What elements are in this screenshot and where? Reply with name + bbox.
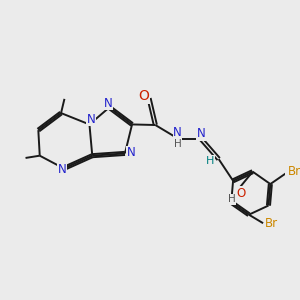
Text: O: O	[237, 187, 246, 200]
Text: N: N	[173, 127, 182, 140]
Text: N: N	[127, 146, 136, 159]
Text: N: N	[103, 97, 112, 110]
Text: H: H	[228, 194, 236, 204]
Text: N: N	[86, 113, 95, 126]
Text: N: N	[58, 164, 67, 176]
Text: N: N	[197, 127, 206, 140]
Text: H: H	[206, 155, 214, 166]
Text: Br: Br	[288, 165, 300, 178]
Text: H: H	[174, 139, 182, 149]
Text: O: O	[138, 89, 149, 103]
Text: Br: Br	[265, 217, 278, 230]
